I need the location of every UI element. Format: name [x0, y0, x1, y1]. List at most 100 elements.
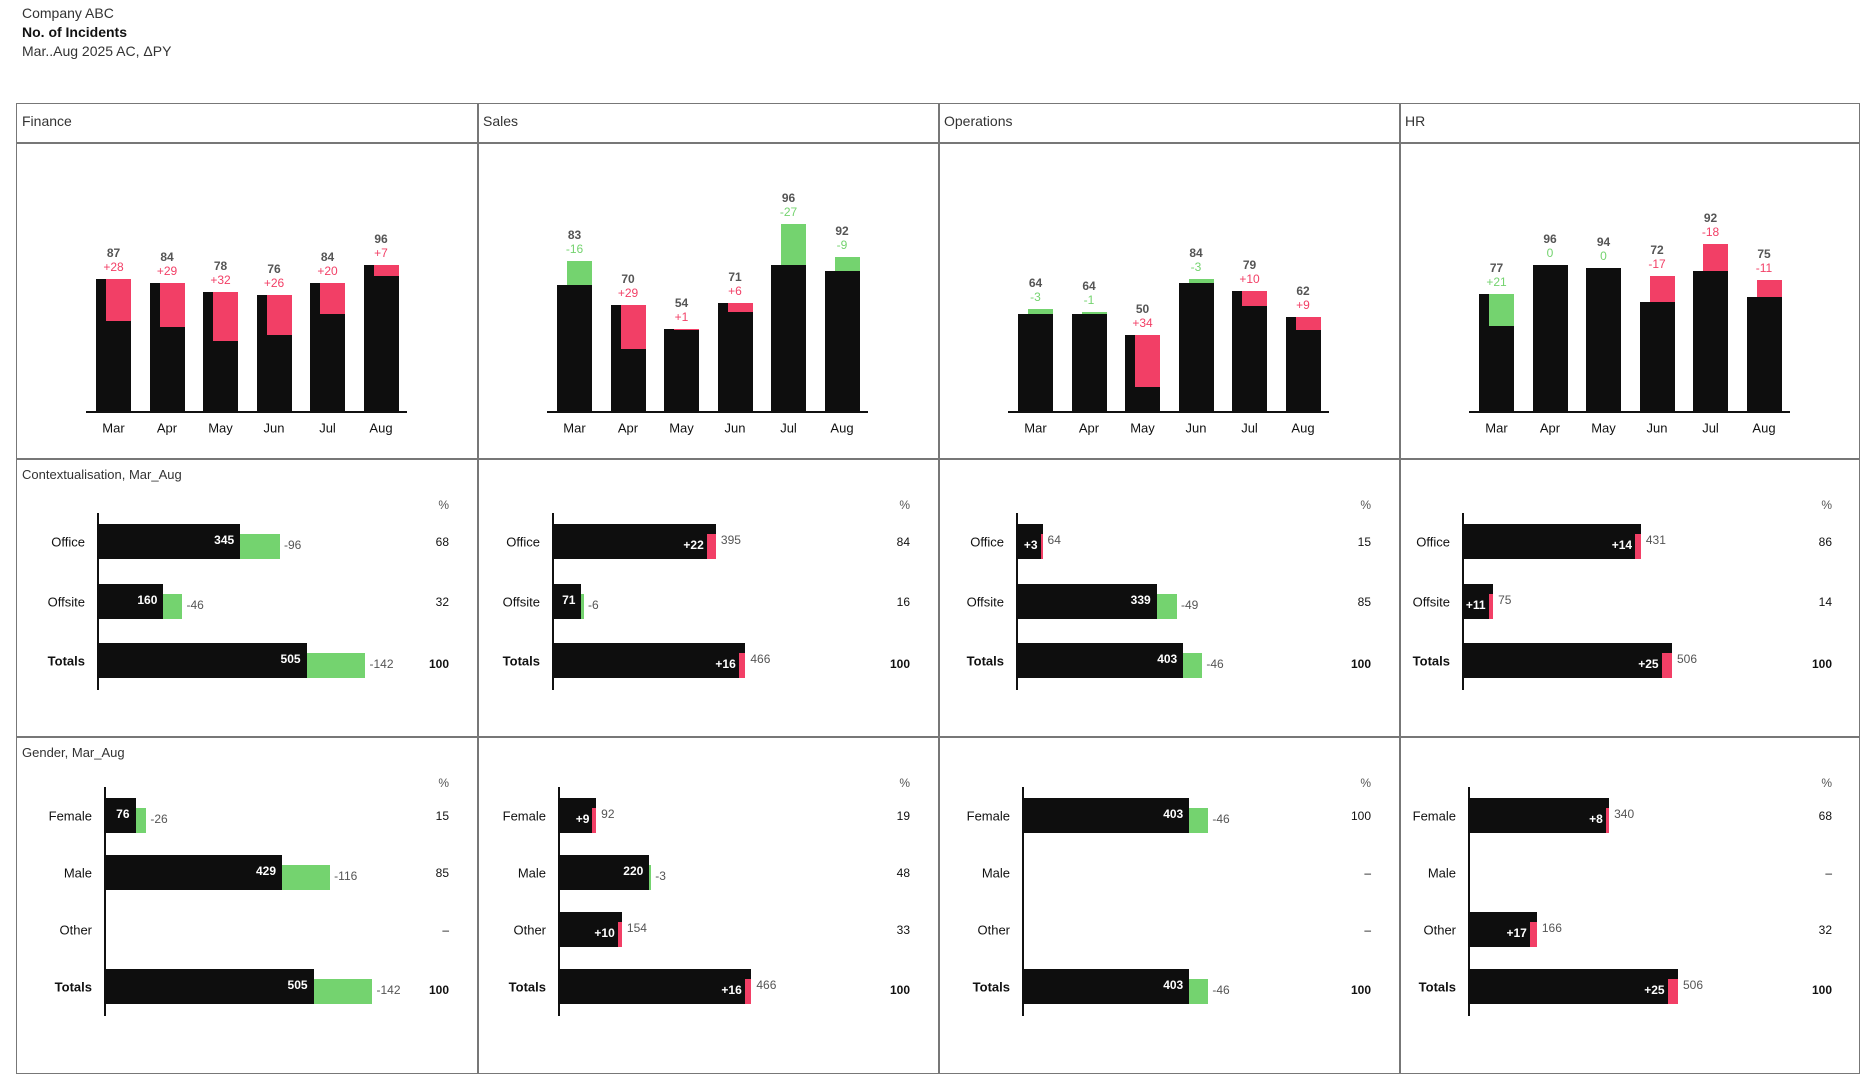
bar-actual: [824, 271, 860, 411]
month-label: Jul: [319, 420, 336, 436]
delta-label: -27: [779, 205, 798, 220]
value-label: 506: [1682, 977, 1704, 992]
delta-label: +21: [1486, 274, 1507, 289]
bar-actual: [552, 643, 746, 678]
category-label: Totals: [54, 979, 92, 994]
value-label: 505: [287, 977, 308, 992]
value-label: 506: [1676, 651, 1698, 666]
bar-delta: [567, 260, 592, 285]
value-label: 154: [626, 920, 647, 935]
bar-actual: [1022, 798, 1190, 833]
gender-axis-line: [1022, 787, 1024, 1016]
divider: [938, 103, 940, 1074]
value-label: 75: [1757, 247, 1771, 262]
panel-title: HR: [1405, 113, 1426, 129]
value-label: 83: [567, 227, 582, 242]
value-label: 77: [1489, 260, 1504, 275]
value-label: 84: [160, 250, 174, 265]
category-label: Totals: [1418, 979, 1456, 994]
value-label: 429: [256, 863, 277, 878]
category-label: Other: [1423, 922, 1456, 937]
pct-value: 68: [435, 534, 449, 549]
month-label: May: [1591, 420, 1616, 436]
value-label: 92: [835, 224, 849, 239]
pct-value: 32: [435, 594, 449, 609]
bar-delta: [1529, 922, 1537, 947]
category-label: Office: [1416, 534, 1450, 549]
bar-actual: [1022, 969, 1190, 1004]
value-label: 96: [374, 232, 388, 247]
pct-header: %: [1360, 776, 1371, 790]
bar-delta: [240, 534, 280, 559]
delta-label: -6: [587, 597, 599, 612]
value-label: 62: [1296, 283, 1310, 298]
delta-label: +26: [263, 276, 285, 291]
pct-header: %: [899, 498, 910, 512]
bar-delta: [1028, 309, 1053, 314]
month-label: Jun: [724, 420, 746, 436]
month-label: Apr: [1539, 420, 1561, 436]
bar-delta: [1661, 653, 1672, 678]
bar-actual: [363, 265, 399, 411]
category-label: Office: [506, 534, 540, 549]
bar-delta: [581, 594, 584, 619]
bar-actual: [1746, 297, 1782, 411]
category-label: Totals: [966, 653, 1004, 668]
value-label: 466: [756, 977, 777, 992]
category-label: Male: [1427, 865, 1456, 880]
bar-delta: [706, 534, 716, 559]
value-label: 395: [720, 532, 741, 547]
x-axis-line: [1008, 411, 1329, 413]
delta-label: -46: [186, 597, 204, 612]
category-label: Offsite: [502, 594, 540, 609]
panel-title: Operations: [944, 113, 1013, 129]
delta-label: +25: [1644, 982, 1665, 997]
delta-label: 0: [1600, 249, 1607, 264]
value-label: 75: [1498, 592, 1512, 607]
month-label: Jun: [263, 420, 285, 436]
bar-delta: [106, 278, 131, 322]
pct-value: 100: [428, 656, 449, 671]
bar-delta: [1188, 278, 1214, 284]
pct-value: 85: [1357, 594, 1371, 609]
delta-label: -46: [1212, 811, 1230, 826]
category-label: Other: [59, 922, 92, 937]
category-label: Offsite: [47, 594, 85, 609]
bar-delta: [1489, 293, 1514, 326]
bar-actual: [1468, 969, 1678, 1004]
bar-actual: [1285, 316, 1321, 411]
category-label: Female: [1412, 808, 1456, 823]
bar-delta: [320, 283, 345, 314]
delta-label: +17: [1506, 925, 1527, 940]
bar-actual: [1693, 271, 1728, 411]
bar-actual: [1016, 643, 1184, 678]
gender-axis-line: [104, 787, 106, 1016]
bar-delta: [1649, 275, 1675, 302]
value-label: 403: [1163, 806, 1184, 821]
value-label: 84: [320, 250, 335, 265]
category-label: Male: [63, 865, 92, 880]
month-label: Jun: [1646, 420, 1668, 436]
pct-value: 100: [1811, 656, 1832, 671]
delta-label: +20: [317, 264, 338, 279]
value-label: 96: [1543, 232, 1557, 247]
month-label: Jun: [1185, 420, 1207, 436]
bar-actual: [1462, 643, 1672, 678]
pct-value: 33: [896, 922, 910, 937]
delta-label: +16: [721, 982, 742, 997]
category-label: Office: [51, 534, 85, 549]
value-label: 84: [1189, 245, 1203, 260]
pct-value: 48: [896, 865, 910, 880]
bar-actual: [558, 912, 622, 947]
month-label: Jul: [1241, 420, 1258, 436]
bar-actual: [97, 584, 164, 619]
bar-delta: [1081, 312, 1107, 314]
value-label: 466: [750, 651, 771, 666]
value-label: 220: [623, 863, 644, 878]
pct-header: %: [438, 498, 449, 512]
pct-value: 84: [896, 534, 910, 549]
pct-header: %: [1821, 498, 1832, 512]
value-label: 403: [1163, 977, 1184, 992]
report-period: Mar..Aug 2025 AC, ΔPY: [22, 43, 172, 59]
bar-delta: [1295, 316, 1321, 331]
